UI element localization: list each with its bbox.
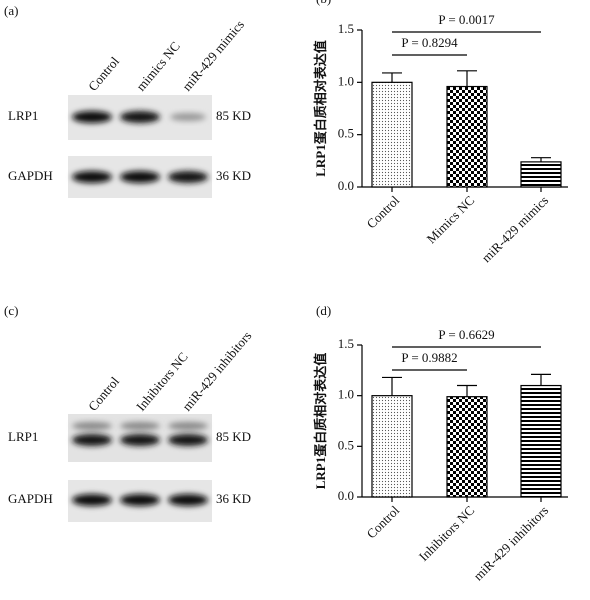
- significance-label: P = 0.9882: [401, 350, 457, 365]
- row-label: LRP1: [8, 429, 38, 444]
- x-tick-label: miR-429 inhibitors: [470, 503, 551, 584]
- y-tick-label: 0.5: [338, 126, 354, 141]
- y-tick-label: 1.0: [338, 73, 354, 88]
- row-label: LRP1: [8, 108, 38, 123]
- lane-label: Control: [85, 53, 122, 93]
- row-label: GAPDH: [8, 168, 53, 183]
- x-tick-label: Control: [364, 502, 403, 541]
- y-axis-label: LRP1蛋白质相对表达值: [313, 353, 328, 490]
- lane-label: Control: [85, 373, 122, 413]
- x-tick-label: miR-429 mimics: [479, 193, 552, 266]
- y-tick-label: 0.5: [338, 437, 354, 452]
- y-tick-label: 1.5: [338, 21, 354, 36]
- blot: [68, 414, 212, 462]
- panel-label: (c): [4, 303, 18, 318]
- blot: [68, 156, 212, 198]
- size-label: 85 KD: [216, 108, 251, 123]
- panel-label: (a): [4, 3, 18, 18]
- lane-label: mimics NC: [133, 39, 183, 94]
- y-tick-label: 1.0: [338, 387, 354, 402]
- significance-label: P = 0.0017: [438, 12, 495, 27]
- bar: [371, 395, 413, 498]
- blot: [68, 95, 212, 140]
- size-label: 36 KD: [216, 491, 251, 506]
- size-label: 36 KD: [216, 168, 251, 183]
- panel-label: (d): [316, 303, 331, 318]
- y-tick-label: 0.0: [338, 488, 354, 503]
- panel-label: (b): [316, 0, 331, 6]
- bar: [371, 81, 413, 188]
- bar: [520, 161, 562, 188]
- bar: [520, 384, 562, 498]
- bar: [446, 85, 488, 188]
- row-label: GAPDH: [8, 491, 53, 506]
- y-tick-label: 1.5: [338, 336, 354, 351]
- x-tick-label: Control: [364, 192, 403, 231]
- significance-label: P = 0.8294: [401, 35, 458, 50]
- y-tick-label: 0.0: [338, 178, 354, 193]
- lane-label: miR-429 inhibitors: [179, 328, 254, 414]
- lane-label: miR-429 mimics: [179, 17, 247, 94]
- significance-label: P = 0.6629: [438, 327, 494, 342]
- blot: [68, 480, 212, 522]
- x-tick-label: Inhibitors NC: [416, 503, 477, 564]
- x-tick-label: Mimics NC: [423, 193, 477, 247]
- bar: [446, 396, 488, 498]
- y-axis-label: LRP1蛋白质相对表达值: [313, 40, 328, 177]
- size-label: 85 KD: [216, 429, 251, 444]
